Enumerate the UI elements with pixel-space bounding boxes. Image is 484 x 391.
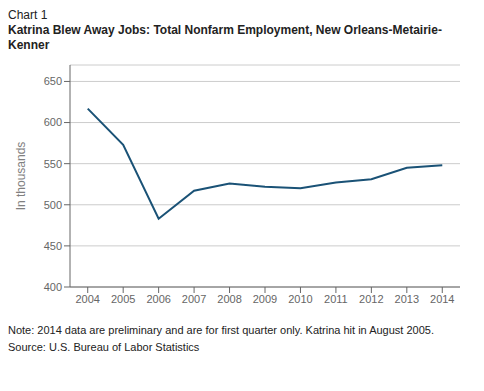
svg-text:650: 650 — [44, 75, 62, 87]
svg-text:2011: 2011 — [324, 293, 348, 305]
svg-text:2013: 2013 — [395, 293, 419, 305]
svg-text:2014: 2014 — [430, 293, 454, 305]
svg-text:600: 600 — [44, 116, 62, 128]
svg-text:550: 550 — [44, 158, 62, 170]
html-text:Katrina Blew Away Jobs: Total: Katrina Blew Away Jobs: Total Nonfarm Em… — [8, 23, 442, 52]
svg-text:500: 500 — [44, 199, 62, 211]
svg-text:In thousands: In thousands — [14, 142, 28, 211]
svg-text:2010: 2010 — [288, 293, 312, 305]
svg-text:2007: 2007 — [182, 293, 206, 305]
svg-text:2004: 2004 — [75, 293, 99, 305]
svg-text:2005: 2005 — [111, 293, 135, 305]
svg-text:2006: 2006 — [146, 293, 170, 305]
svg-text:400: 400 — [44, 281, 62, 293]
svg-text:2009: 2009 — [253, 293, 277, 305]
html-text:Chart 1: Chart 1 — [8, 8, 48, 22]
svg-text:2008: 2008 — [217, 293, 241, 305]
svg-text:2012: 2012 — [359, 293, 383, 305]
html-text:Note: 2014 data are preliminar: Note: 2014 data are preliminary and are … — [8, 324, 434, 336]
svg-text:450: 450 — [44, 240, 62, 252]
html-text:Source: U.S. Bureau of Labor S: Source: U.S. Bureau of Labor Statistics — [8, 341, 200, 353]
